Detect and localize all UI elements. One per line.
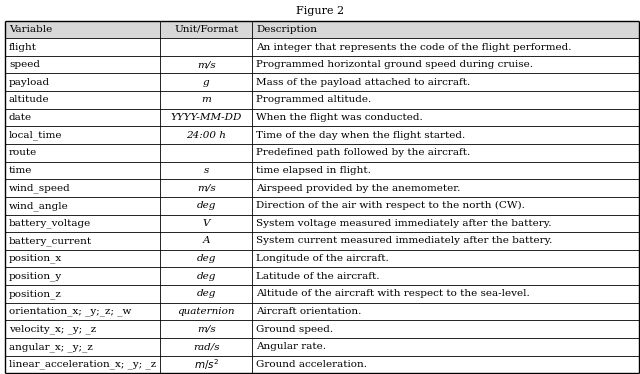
Text: date: date (9, 113, 32, 122)
Text: System current measured immediately after the battery.: System current measured immediately afte… (256, 236, 552, 245)
Text: flight: flight (9, 43, 37, 52)
Text: wind_angle: wind_angle (9, 201, 68, 211)
Text: Variable: Variable (9, 25, 52, 34)
Text: quaternion: quaternion (177, 307, 235, 316)
Text: deg: deg (196, 289, 216, 298)
Text: Aircraft orientation.: Aircraft orientation. (256, 307, 362, 316)
Text: speed: speed (9, 60, 40, 69)
Text: position_y: position_y (9, 272, 62, 281)
Text: m/s: m/s (197, 325, 216, 334)
Text: orientation_x; _y;_z; _w: orientation_x; _y;_z; _w (9, 307, 131, 316)
Bar (5, 21, 639, 38)
Text: Longitude of the aircraft.: Longitude of the aircraft. (256, 254, 389, 263)
Text: Ground acceleration.: Ground acceleration. (256, 360, 367, 369)
Text: angular_x; _y;_z: angular_x; _y;_z (9, 342, 93, 352)
Text: $m/s^2$: $m/s^2$ (194, 357, 219, 372)
Text: deg: deg (196, 201, 216, 210)
Text: deg: deg (196, 254, 216, 263)
Text: payload: payload (9, 78, 50, 87)
Text: route: route (9, 148, 37, 157)
Text: time elapsed in flight.: time elapsed in flight. (256, 166, 371, 175)
Text: velocity_x; _y; _z: velocity_x; _y; _z (9, 324, 96, 334)
Text: Description: Description (256, 25, 317, 34)
Text: When the flight was conducted.: When the flight was conducted. (256, 113, 423, 122)
Text: Mass of the payload attached to aircraft.: Mass of the payload attached to aircraft… (256, 78, 470, 87)
Text: m/s: m/s (197, 60, 216, 69)
Text: Angular rate.: Angular rate. (256, 342, 326, 351)
Text: time: time (9, 166, 33, 175)
Text: Airspeed provided by the anemometer.: Airspeed provided by the anemometer. (256, 184, 460, 193)
Text: Programmed altitude.: Programmed altitude. (256, 95, 371, 104)
Text: Altitude of the aircraft with respect to the sea-level.: Altitude of the aircraft with respect to… (256, 289, 530, 298)
Text: Predefined path followed by the aircraft.: Predefined path followed by the aircraft… (256, 148, 470, 157)
Text: m/s: m/s (197, 184, 216, 193)
Text: m: m (202, 95, 211, 104)
Text: Ground speed.: Ground speed. (256, 325, 333, 334)
Text: battery_voltage: battery_voltage (9, 218, 92, 228)
Text: wind_speed: wind_speed (9, 183, 70, 193)
Text: Direction of the air with respect to the north (CW).: Direction of the air with respect to the… (256, 201, 525, 210)
Text: System voltage measured immediately after the battery.: System voltage measured immediately afte… (256, 219, 552, 228)
Text: linear_acceleration_x; _y; _z: linear_acceleration_x; _y; _z (9, 359, 156, 369)
Text: Unit/Format: Unit/Format (174, 25, 239, 34)
Text: altitude: altitude (9, 95, 49, 104)
Text: deg: deg (196, 272, 216, 281)
Text: Latitude of the aircraft.: Latitude of the aircraft. (256, 272, 380, 281)
Text: local_time: local_time (9, 131, 63, 140)
Text: rad/s: rad/s (193, 342, 220, 351)
Text: position_z: position_z (9, 289, 62, 299)
Text: s: s (204, 166, 209, 175)
Text: V: V (202, 219, 210, 228)
Text: position_x: position_x (9, 254, 62, 263)
Text: g: g (203, 78, 210, 87)
Text: An integer that represents the code of the flight performed.: An integer that represents the code of t… (256, 43, 572, 52)
Text: 24:00 h: 24:00 h (186, 131, 226, 140)
Text: Time of the day when the flight started.: Time of the day when the flight started. (256, 131, 465, 140)
Text: Figure 2: Figure 2 (296, 6, 344, 16)
Text: A: A (202, 236, 210, 245)
Text: YYYY-MM-DD: YYYY-MM-DD (171, 113, 242, 122)
Text: battery_current: battery_current (9, 236, 92, 246)
Text: Programmed horizontal ground speed during cruise.: Programmed horizontal ground speed durin… (256, 60, 533, 69)
